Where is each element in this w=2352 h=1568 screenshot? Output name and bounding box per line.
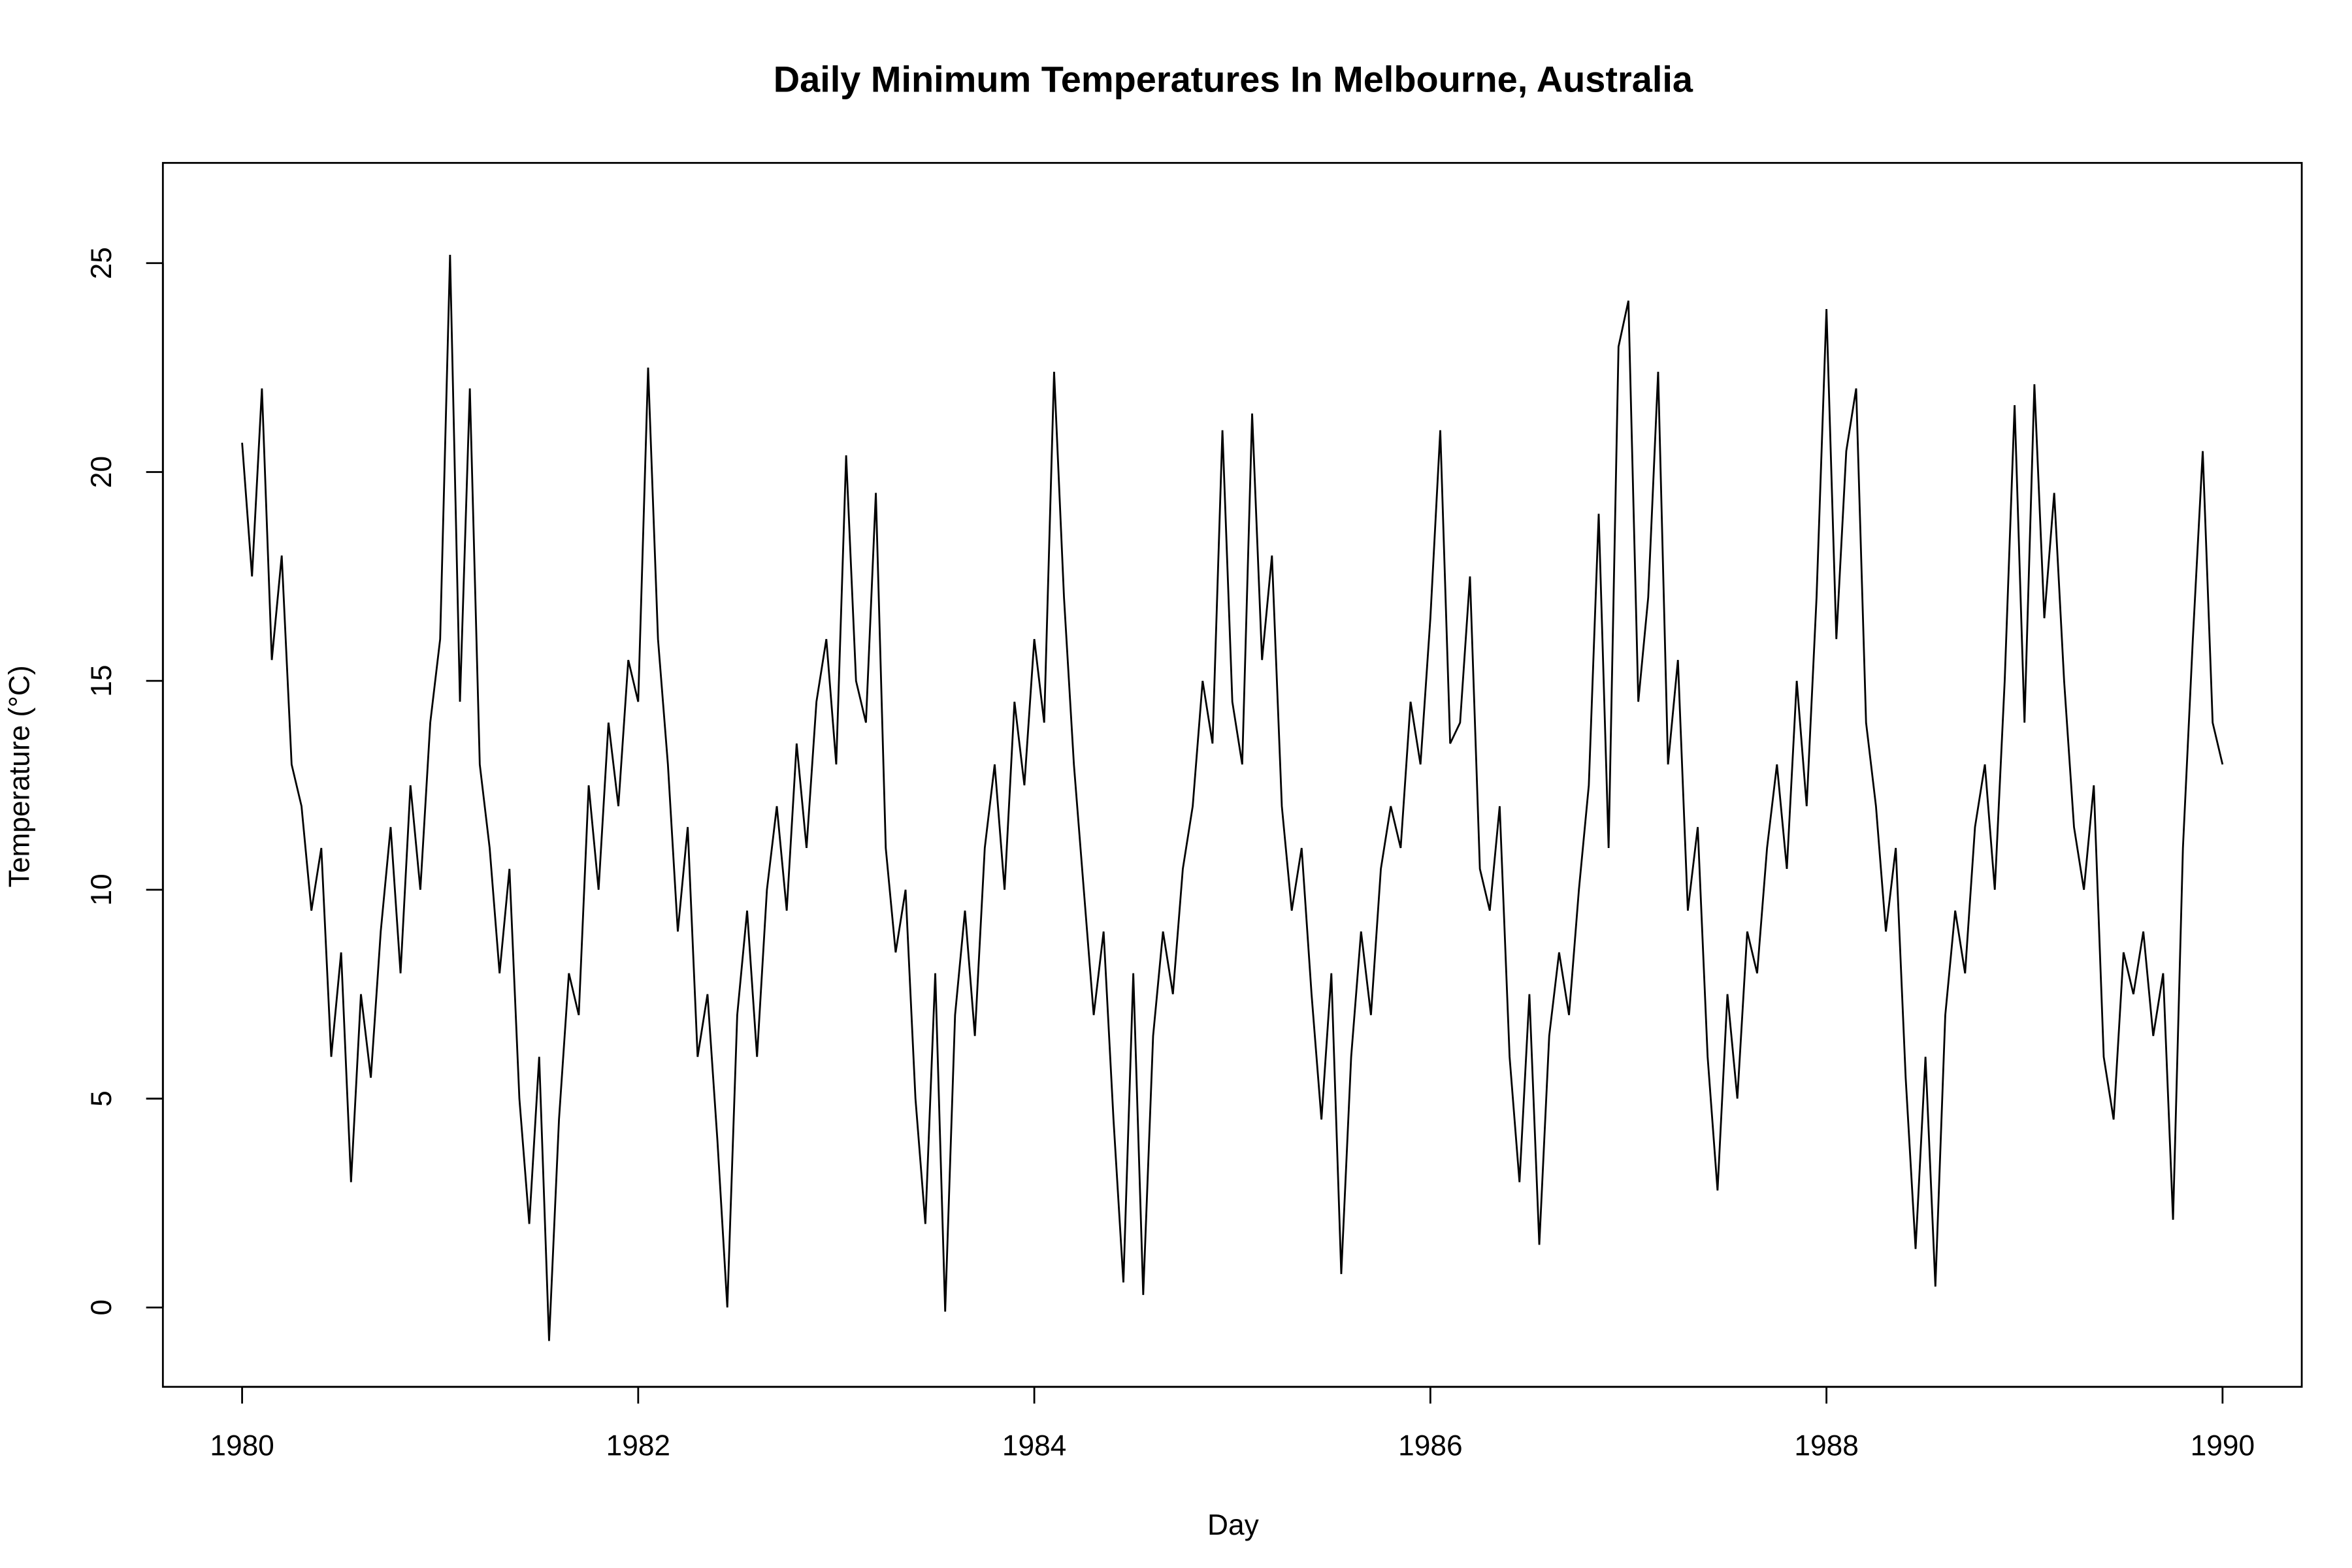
x-tick-label: 1990 [2191, 1430, 2255, 1462]
chart-title: Daily Minimum Temperatures In Melbourne,… [774, 59, 1693, 100]
x-tick-label: 1982 [606, 1430, 670, 1462]
y-tick-label: 15 [86, 665, 118, 697]
y-axis-label: Temperature (°C) [3, 665, 35, 887]
y-tick-label: 20 [86, 456, 118, 488]
y-tick-label: 25 [86, 247, 118, 279]
x-tick-label: 1986 [1398, 1430, 1462, 1462]
x-axis-label: Day [1207, 1509, 1260, 1541]
x-tick-label: 1980 [210, 1430, 274, 1462]
x-tick-label: 1984 [1002, 1430, 1066, 1462]
y-tick-label: 5 [86, 1090, 118, 1107]
y-tick-label: 0 [86, 1299, 118, 1316]
temperature-line [241, 254, 2224, 1341]
x-tick-label: 1988 [1794, 1430, 1858, 1462]
plot-frame [161, 161, 2303, 1388]
y-tick-label: 10 [86, 874, 118, 906]
